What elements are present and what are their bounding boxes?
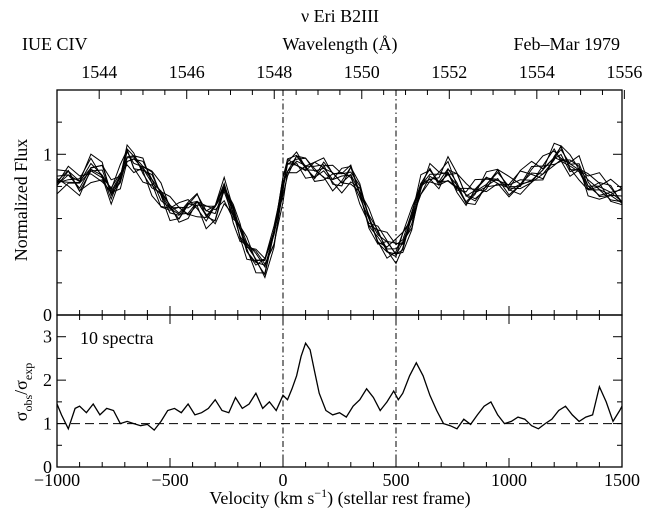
wavelength-tick-label: 1546	[169, 62, 205, 82]
velocity-tick-label: 1000	[491, 470, 527, 490]
chart-title: ν Eri B2III	[301, 6, 379, 26]
top-panel-frame	[56, 89, 623, 316]
reference-lines	[57, 90, 622, 467]
velocity-tick-label: −500	[151, 470, 188, 490]
spectrum-line-1	[56, 155, 623, 266]
flux-tick-label: 0	[43, 305, 52, 325]
x-axis-label: Velocity (km s−1) (stellar rest frame)	[209, 486, 470, 509]
annotation-10-spectra: 10 spectra	[80, 328, 153, 348]
flux-tick-label: 1	[43, 144, 52, 164]
top-left-label: IUE CIV	[22, 34, 88, 54]
bottom-panel-frame	[56, 314, 623, 468]
spectra-lines	[56, 142, 623, 279]
wavelength-tick-label: 1548	[256, 62, 292, 82]
spectrum-line-3	[56, 148, 623, 274]
sigma-tick-label: 3	[43, 327, 52, 347]
wavelength-axis-label: Wavelength (Å)	[282, 34, 397, 55]
wavelength-tick-label: 1550	[344, 62, 380, 82]
bottom-panel-ticks: −1000 −500 0 500 1000 1500 0 1 2 3	[34, 315, 640, 490]
spectrum-line-8	[56, 142, 623, 276]
wavelength-tick-label: 1544	[81, 62, 117, 82]
velocity-tick-label: 500	[383, 470, 410, 490]
wavelength-tick-label: 1556	[606, 62, 642, 82]
sigma-ratio-series	[56, 341, 623, 432]
sigma-tick-label: 0	[43, 457, 52, 477]
velocity-tick-label: −1000	[34, 470, 80, 490]
top-panel-ticks: 1544 1546 1548 1550 1552 1554 1556 0 1	[43, 62, 642, 325]
spectrum-line-6	[56, 154, 623, 262]
spectrum-line-7	[56, 143, 623, 265]
velocity-tick-label: 1500	[604, 470, 640, 490]
wavelength-tick-label: 1552	[431, 62, 467, 82]
top-right-label: Feb–Mar 1979	[514, 34, 621, 54]
y-axis-label-sigma: σobs/σexp	[11, 363, 35, 421]
sigma-ratio-line	[56, 341, 623, 432]
wavelength-tick-label: 1554	[519, 62, 555, 82]
velocity-tick-label: 0	[279, 470, 288, 490]
sigma-tick-label: 2	[43, 370, 52, 390]
spectrum-line-10	[56, 147, 623, 260]
y-axis-label-flux: Normalized Flux	[11, 139, 31, 261]
sigma-tick-label: 1	[43, 414, 52, 434]
